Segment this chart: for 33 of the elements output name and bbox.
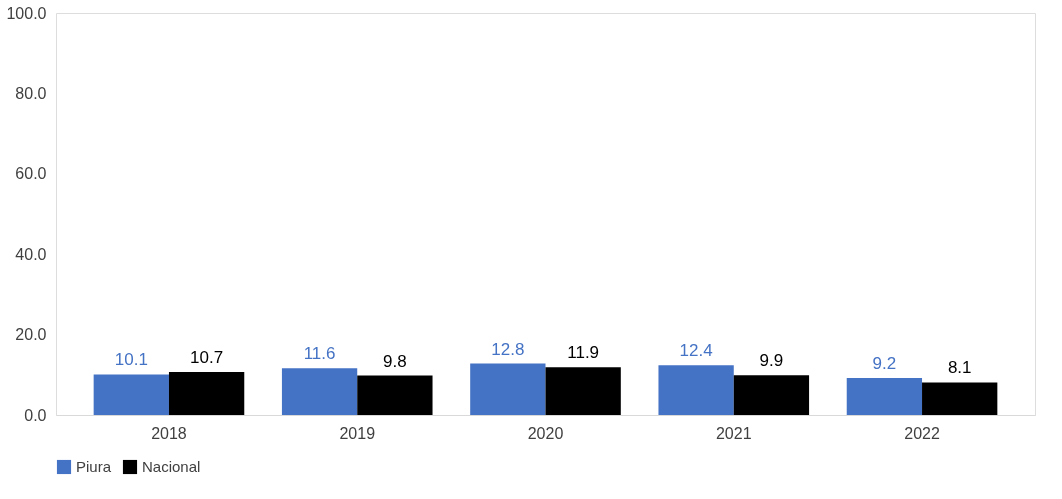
legend-label: Piura [76,458,112,475]
bar [93,374,169,415]
x-tick-label: 2022 [904,424,940,442]
data-label: 12.8 [491,339,525,359]
data-label: 10.7 [190,347,224,367]
bar [658,365,734,415]
y-tick-label: 100.0 [6,4,47,22]
bar [168,371,245,415]
y-tick-label: 80.0 [15,84,47,102]
data-label: 9.8 [383,351,407,371]
bar [470,363,546,415]
data-label: 12.4 [679,341,713,361]
data-label: 10.1 [114,350,148,370]
y-tick-label: 40.0 [15,245,47,263]
data-label: 11.6 [303,344,336,364]
data-label: 11.9 [567,343,600,363]
bar [545,367,621,415]
data-label: 8.1 [947,358,972,378]
bar [281,368,358,415]
data-label: 9.2 [872,354,897,374]
y-tick-label: 20.0 [15,326,47,344]
x-tick-label: 2018 [151,424,187,442]
bar [846,378,923,415]
legend-label: Nacional [142,458,201,475]
bar [922,382,998,415]
bar [357,375,433,415]
bar [733,375,810,415]
y-tick-label: 0.0 [24,406,47,424]
x-tick-label: 2019 [339,424,376,442]
y-tick-label: 60.0 [15,165,47,183]
data-label: 9.9 [759,351,784,371]
x-tick-label: 2021 [715,424,752,442]
x-tick-label: 2020 [527,424,564,442]
